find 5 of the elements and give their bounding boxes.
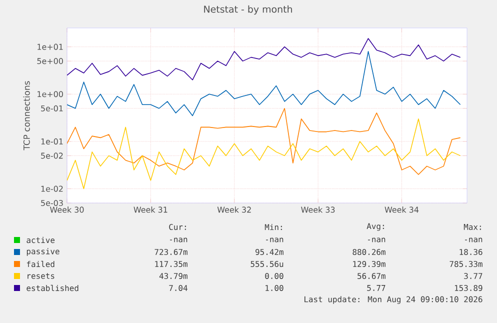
y-axis-title: TCP connections [23,81,30,150]
line-series [67,118,461,190]
chart-title: Netstat - by month [204,5,292,15]
line-series [67,51,461,116]
line-series [67,38,461,80]
